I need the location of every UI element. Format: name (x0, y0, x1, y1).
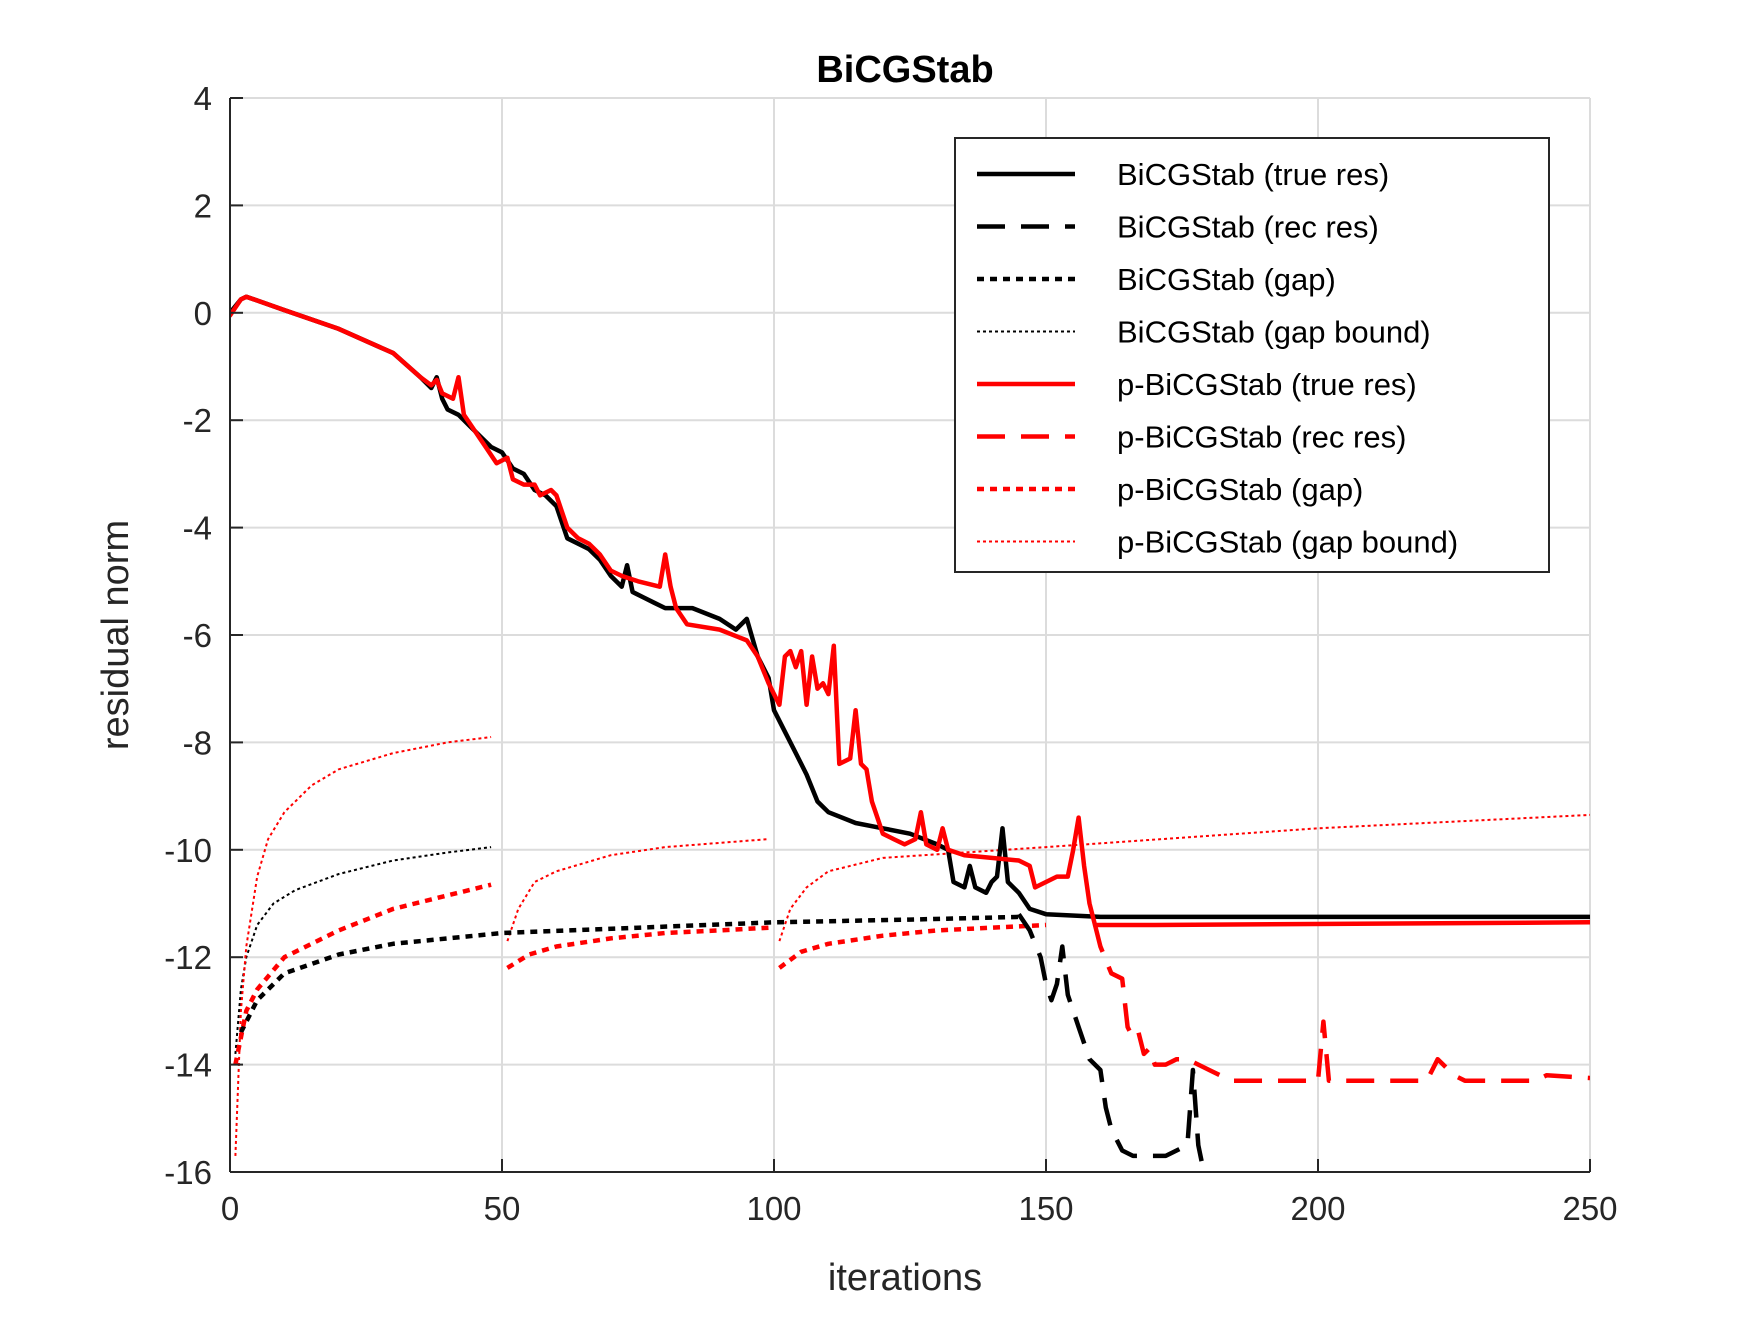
x-tick-label: 50 (484, 1190, 521, 1227)
y-tick-label: -14 (164, 1047, 212, 1084)
y-tick-label: -16 (164, 1154, 212, 1191)
series-line-p-bicgstab-rec-res (1092, 924, 1590, 1083)
series-line-p-bicgstab-true-res (230, 294, 1590, 928)
series-line-p-bicgstab-gap (506, 925, 769, 970)
legend-label-p-bicgstab-rec-res: p-BiCGStab (rec res) (1117, 420, 1406, 455)
x-tick-label: 200 (1290, 1190, 1345, 1227)
legend-label-p-bicgstab-gap: p-BiCGStab (gap) (1117, 472, 1363, 507)
series-line-bicgstab-gap (238, 914, 1019, 1034)
legend-box (954, 137, 1550, 573)
series-line-bicgstab-rec-res (1016, 912, 1207, 1172)
y-tick-label: -4 (183, 510, 212, 547)
legend-label-bicgstab-gap-bound: BiCGStab (gap bound) (1117, 315, 1431, 350)
series-line-p-bicgstab-gap (778, 922, 1047, 970)
y-tick-label: -10 (164, 832, 212, 869)
x-axis-label: iterations (828, 1257, 982, 1299)
chart-title: BiCGStab (816, 49, 993, 91)
x-tick-label: 150 (1018, 1190, 1073, 1227)
series-line-bicgstab-gap-bound (234, 846, 492, 1054)
y-tick-label: -8 (183, 724, 212, 761)
y-axis-label: residual norm (95, 520, 137, 750)
series-layer (230, 294, 1590, 1172)
x-tick-label: 0 (221, 1190, 239, 1227)
x-tick-label: 100 (746, 1190, 801, 1227)
plot-area: 0 50 100 150 200 250 4 2 0 -2 -4 -6 -8 -10 -12 -14 -16 Bi… (164, 80, 1617, 1227)
y-tick-label: -12 (164, 939, 212, 976)
y-tick-label: 2 (194, 187, 212, 224)
y-tick-label: 4 (194, 80, 212, 117)
legend-label-bicgstab-gap: BiCGStab (gap) (1117, 262, 1336, 297)
legend-label-bicgstab-true-res: BiCGStab (true res) (1117, 157, 1389, 192)
y-tick-label: -6 (183, 617, 212, 654)
legend-label-p-bicgstab-true-res: p-BiCGStab (true res) (1117, 367, 1417, 402)
series-line-p-bicgstab-gap (233, 882, 492, 1066)
legend: BiCGStab (true res) BiCGStab (rec res) BiC… (954, 137, 1550, 573)
y-tick-label: 0 (194, 295, 212, 332)
series-line-bicgstab-true-res (230, 294, 1590, 920)
legend-label-p-bicgstab-gap-bound: p-BiCGStab (gap bound) (1117, 525, 1458, 560)
series-line-p-bicgstab-gap-bound (234, 736, 492, 1156)
legend-label-bicgstab-rec-res: BiCGStab (rec res) (1117, 210, 1379, 245)
x-tick-label: 250 (1562, 1190, 1617, 1227)
series-line-p-bicgstab-gap-bound (778, 813, 1590, 942)
y-tick-label: -2 (183, 402, 212, 439)
